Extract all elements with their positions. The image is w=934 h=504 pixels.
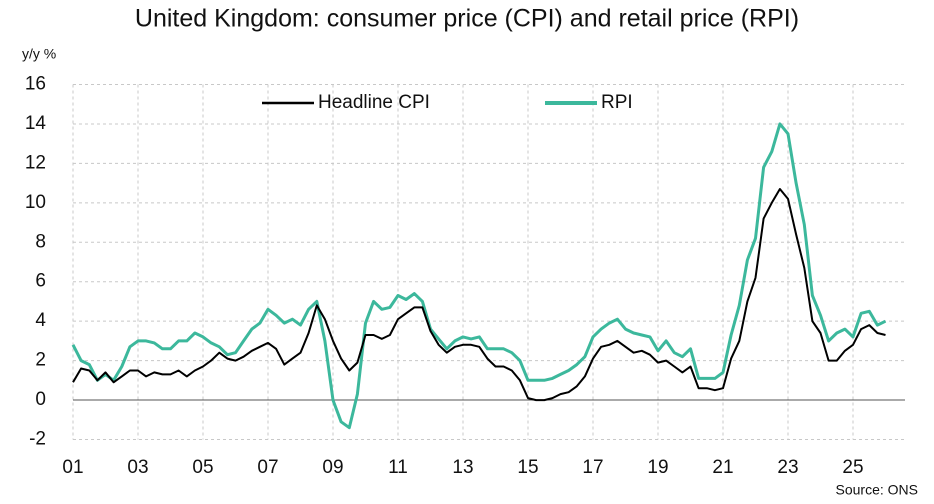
- y-tick-label: 10: [25, 192, 46, 213]
- x-tick-label: 05: [192, 457, 213, 478]
- x-tick-label: 19: [647, 457, 668, 478]
- x-tick-label: 03: [127, 457, 148, 478]
- y-tick-label: 14: [25, 113, 47, 134]
- y-tick-label: 4: [35, 310, 46, 331]
- x-tick-label: 25: [842, 457, 863, 478]
- x-tick-label: 17: [582, 457, 603, 478]
- y-axis-label: y/y %: [22, 46, 56, 62]
- legend-label: RPI: [601, 92, 633, 113]
- x-tick-label: 23: [777, 457, 798, 478]
- y-tick-label: 0: [35, 389, 46, 410]
- legend-label: Headline CPI: [318, 92, 430, 113]
- y-tick-label: 8: [35, 231, 46, 252]
- x-tick-label: 07: [257, 457, 278, 478]
- series-line: [71, 122, 887, 430]
- x-tick-label: 11: [388, 457, 408, 478]
- x-tick-label: 21: [712, 457, 733, 478]
- source-note: Source: ONS: [836, 482, 918, 498]
- y-tick-label: 12: [25, 152, 46, 173]
- y-tick-label: -2: [29, 429, 46, 450]
- x-tick-label: 15: [517, 457, 538, 478]
- x-tick-label: 13: [452, 457, 473, 478]
- y-tick-label: 2: [35, 350, 46, 371]
- series-line: [72, 188, 886, 402]
- chart-title: United Kingdom: consumer price (CPI) and…: [135, 5, 799, 33]
- x-tick-label: 09: [322, 457, 343, 478]
- y-tick-label: 16: [25, 74, 46, 95]
- x-tick-label: 01: [62, 457, 83, 478]
- y-tick-label: 6: [35, 271, 46, 292]
